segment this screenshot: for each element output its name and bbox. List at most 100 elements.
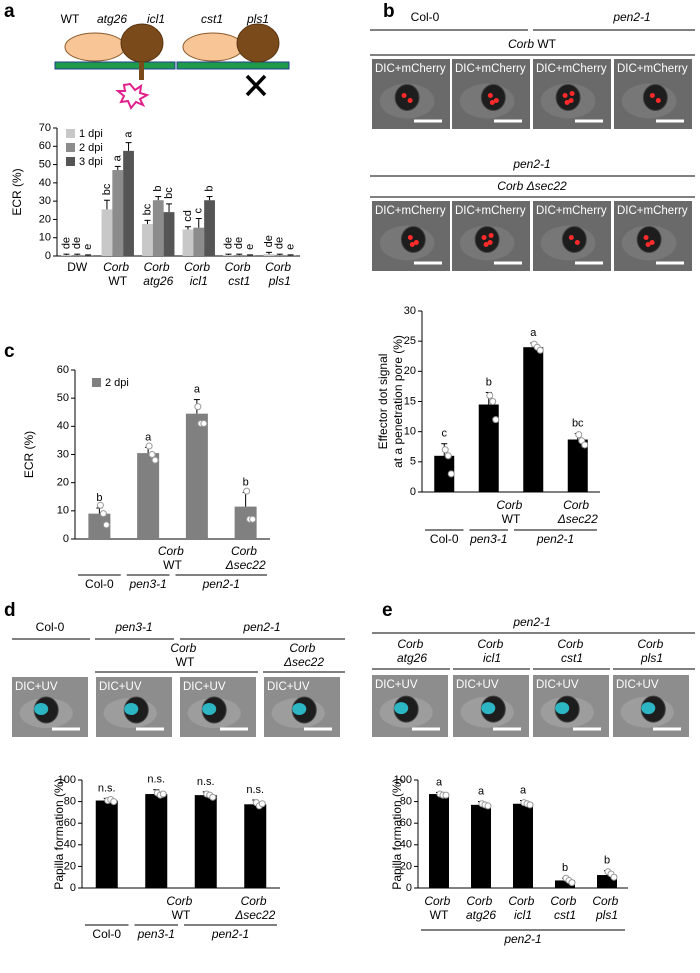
y-tick-label: 20 (57, 477, 69, 489)
significance-letter: n.s. (98, 782, 116, 794)
replicate-point (442, 791, 450, 799)
significance-letter: b (152, 185, 164, 191)
appressorium-cell (394, 84, 420, 111)
significance-letter: b (562, 862, 568, 874)
effector-dot (483, 242, 489, 247)
bar (137, 453, 160, 539)
effector-dot (409, 242, 415, 247)
bar (185, 413, 208, 539)
bar (223, 255, 234, 256)
replicate-point (610, 873, 618, 881)
papilla-signal (641, 702, 656, 715)
significance-letter: b (243, 476, 249, 488)
schematic-label: cst1 (201, 12, 223, 26)
y-tick-label: 20 (404, 365, 416, 377)
x-tick-label: Corb cst1 (550, 894, 579, 922)
significance-letter: c (193, 208, 205, 214)
y-tick-label: 40 (57, 420, 69, 432)
micrograph: DIC+UV (96, 677, 172, 737)
replicate-point (486, 391, 494, 399)
replicate-point (145, 442, 153, 450)
y-tick-label: 25 (404, 335, 416, 347)
significance-letter: a (530, 327, 537, 339)
replicate-point (159, 790, 167, 798)
effector-dot (564, 100, 570, 105)
papilla-signal (481, 702, 496, 715)
y-tick-label: 40 (39, 177, 51, 189)
papilla-signal (292, 703, 307, 715)
significance-letter: n.s. (246, 784, 264, 796)
y-axis-label: ECR (%) (10, 168, 24, 215)
effector-dot (568, 235, 574, 240)
legend-swatch (92, 378, 101, 387)
y-axis-label: Papilla formation (%) (390, 778, 404, 889)
replicate-point (441, 446, 449, 454)
effector-dot (569, 91, 575, 96)
leaf-surface (176, 61, 290, 70)
bar (567, 439, 588, 492)
y-tick-label: 80 (400, 796, 412, 808)
y-tick-label: 5 (410, 456, 416, 468)
legend-swatch (66, 157, 75, 166)
replicate-point (200, 420, 208, 428)
replicate-point (243, 487, 251, 495)
effector-dot (401, 93, 407, 98)
strain-header: Corb WT (170, 641, 199, 669)
host-label: pen2-1 (503, 932, 541, 946)
significance-letter: b (203, 185, 215, 191)
bar (145, 794, 168, 888)
replicate-point (575, 431, 583, 439)
replicate-point (581, 441, 589, 449)
significance-letter: a (112, 154, 124, 161)
panel-letter: c (4, 341, 15, 362)
strain-label: Corb WT (166, 894, 195, 922)
replicate-point (484, 802, 492, 810)
significance-letter: de (233, 237, 245, 249)
bar (471, 804, 491, 888)
replicate-point (99, 510, 107, 518)
x-tick-label: Corb icl1 (508, 894, 537, 922)
bar (555, 880, 575, 888)
bar (478, 404, 499, 492)
strain-header: Corb WT (508, 37, 557, 51)
image-label: DIC+UV (375, 679, 418, 691)
effector-dot (649, 93, 655, 98)
bar (152, 200, 164, 256)
y-tick-label: 60 (39, 140, 51, 152)
blocked-mark (245, 74, 267, 97)
bar (123, 150, 134, 256)
host-label: pen3-1 (128, 577, 166, 591)
host-label: pen2-1 (202, 577, 240, 591)
y-tick-label: 0 (410, 486, 416, 498)
significance-letter: a (145, 431, 152, 443)
significance-letter: bc (101, 183, 113, 195)
bar (204, 200, 215, 256)
replicate-point (102, 521, 110, 529)
strain-header: Corb icl1 (477, 637, 506, 665)
y-tick-label: 40 (64, 839, 76, 851)
micrograph: DIC+mCherry (533, 201, 611, 271)
effector-dot (487, 240, 493, 245)
strain-header: Corb pls1 (637, 637, 666, 665)
replicate-point (194, 403, 202, 411)
replicate-point (526, 801, 534, 809)
image-label: DIC+UV (267, 681, 310, 693)
replicate-point (209, 793, 217, 801)
appressorium-cell (561, 226, 587, 253)
y-tick-label: 30 (39, 195, 51, 207)
host-header: pen2-1 (512, 615, 550, 629)
panel-letter: d (4, 600, 16, 621)
strain-label: Corb WT (158, 544, 187, 572)
y-tick-label: 0 (45, 250, 51, 262)
effector-dot (643, 235, 649, 240)
significance-letter: a (436, 776, 443, 788)
y-tick-label: 0 (63, 533, 69, 545)
appressorium-cell (555, 84, 581, 111)
panel-letter: a (4, 1, 15, 22)
bar (233, 255, 245, 256)
conidium (64, 32, 126, 62)
effector-dot (568, 98, 574, 103)
effector-dot (649, 240, 655, 245)
bar (194, 795, 217, 888)
bar (274, 255, 286, 256)
